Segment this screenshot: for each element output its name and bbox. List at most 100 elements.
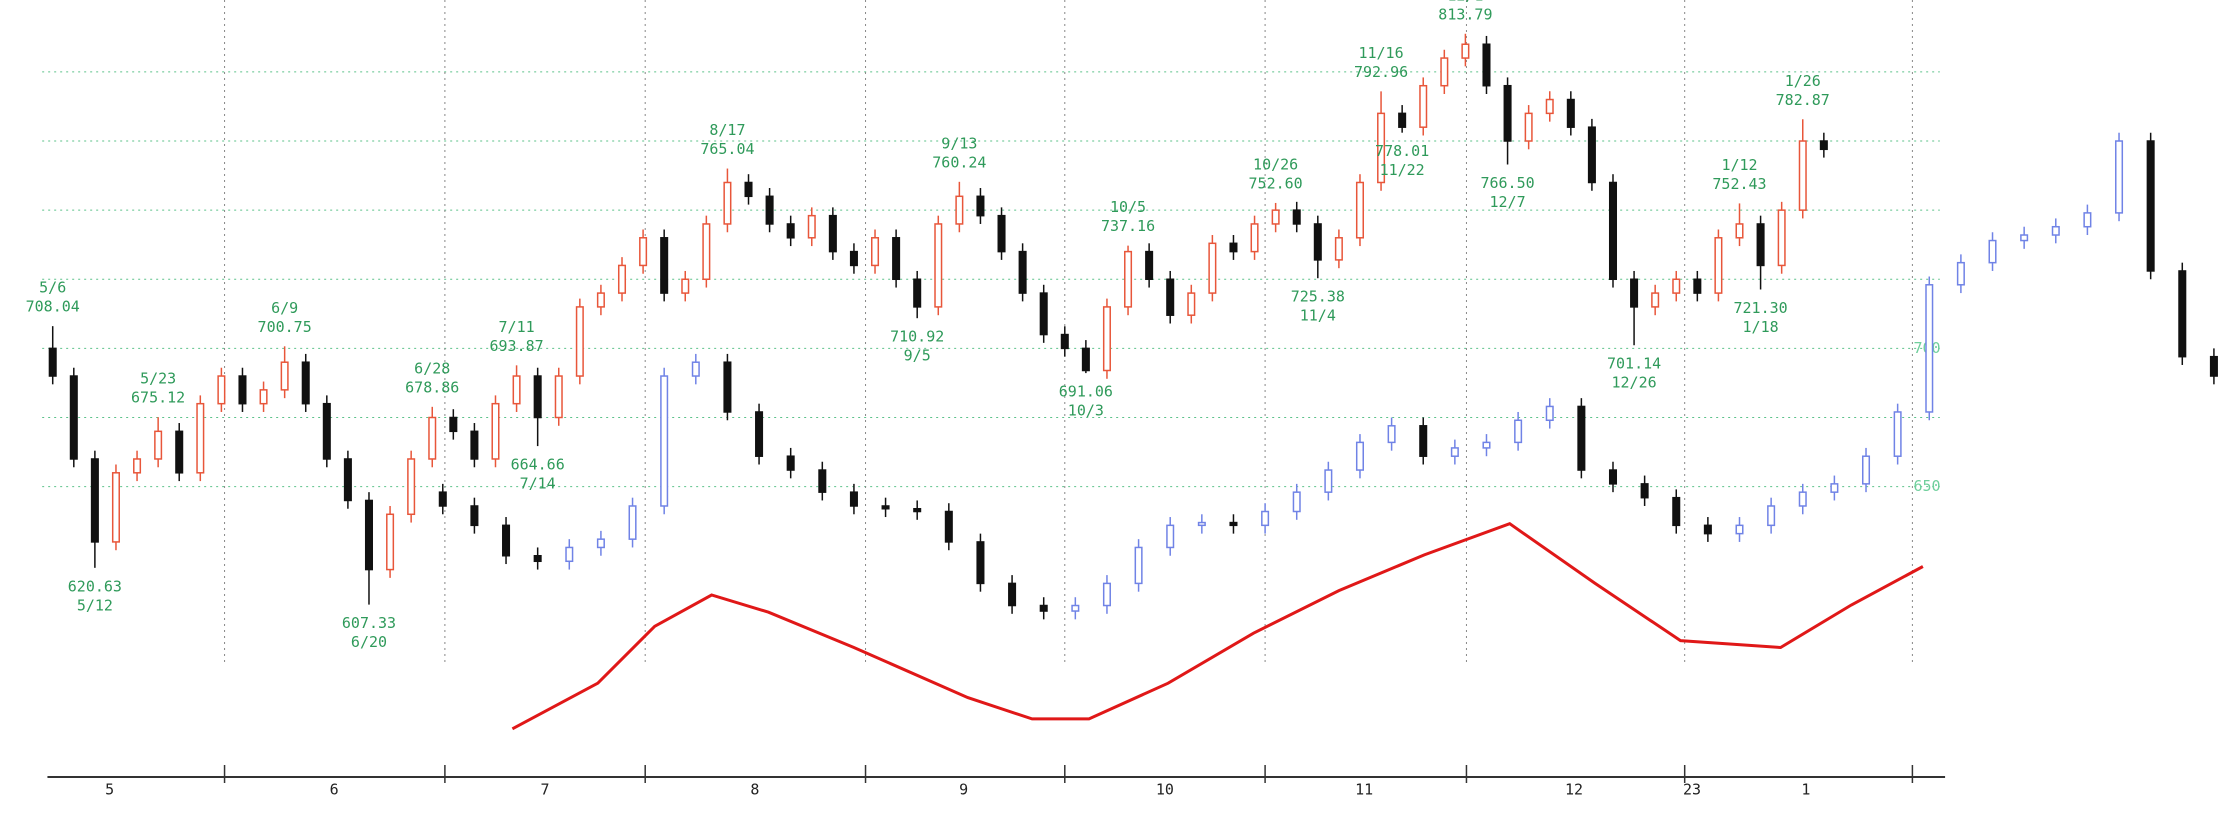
- candle-body: [470, 505, 479, 527]
- candle-body: [1524, 112, 1533, 142]
- candle-body: [1861, 455, 1871, 485]
- annotation-value: 701.14: [1607, 355, 1661, 373]
- candle-body: [1261, 510, 1270, 527]
- candle-body: [2178, 270, 2187, 358]
- annotation-date: 6/28: [414, 359, 450, 377]
- annotation-date: 10/5: [1110, 198, 1146, 216]
- annotation-date: 6/20: [351, 633, 387, 651]
- annotation-date: 5/6: [39, 279, 66, 297]
- annotation-date: 12/7: [1490, 193, 1526, 211]
- candle-body: [1377, 112, 1386, 184]
- candle-body: [1956, 261, 1965, 286]
- candle-body: [1008, 582, 1017, 607]
- candle-body: [892, 237, 901, 281]
- candle-body: [1735, 223, 1744, 239]
- candle-body: [1419, 425, 1428, 457]
- annotation-date: 12/1: [1447, 0, 1483, 4]
- annotation-date: 8/17: [709, 121, 745, 139]
- annotation-value: 693.87: [489, 337, 543, 355]
- candle-body: [1018, 250, 1027, 294]
- candle-body: [502, 524, 511, 557]
- candle-body: [1640, 483, 1649, 499]
- candle-body: [301, 361, 310, 405]
- candle-body: [1229, 242, 1238, 253]
- annotation-value: 710.92: [890, 328, 944, 346]
- candle-body: [596, 538, 605, 549]
- candle-body: [617, 264, 627, 294]
- annotation-value: 792.96: [1354, 63, 1408, 81]
- annotation-value: 620.63: [68, 577, 122, 595]
- candle-body: [1819, 140, 1828, 151]
- candle-body: [1060, 333, 1069, 350]
- x-tick-label: 5: [105, 781, 114, 799]
- candle-body: [1334, 237, 1343, 261]
- x-tick-label: 1: [1801, 781, 1810, 799]
- candle-body: [2051, 225, 2060, 236]
- candle-body: [944, 510, 953, 543]
- candle-body: [238, 375, 247, 405]
- annotation-value: 813.79: [1438, 5, 1492, 23]
- candle-body: [280, 361, 289, 391]
- candle-body: [1145, 250, 1154, 281]
- candle-body: [1798, 140, 1807, 211]
- candle-body: [1830, 483, 1839, 493]
- annotation-date: 1/26: [1785, 72, 1821, 90]
- candle-body: [90, 458, 99, 543]
- candle-body: [1798, 491, 1807, 507]
- candle-body: [1608, 469, 1618, 485]
- candle-body: [691, 361, 700, 377]
- candle-body: [438, 491, 447, 507]
- candle-body: [1566, 98, 1575, 128]
- candle-body: [849, 491, 858, 507]
- candle-body: [407, 458, 416, 516]
- candle-body: [1250, 223, 1259, 253]
- annotation-date: 7/11: [499, 318, 535, 336]
- annotation-value: 700.75: [258, 318, 312, 336]
- candle-body: [1292, 209, 1301, 225]
- candle-body: [1988, 239, 1997, 264]
- candle-body: [1124, 250, 1133, 308]
- candle-body: [322, 402, 331, 460]
- candle-body: [133, 458, 142, 474]
- candle-body: [702, 223, 711, 281]
- annotation-value: 725.38: [1291, 288, 1345, 306]
- candle-body: [997, 214, 1006, 253]
- candle-body: [1587, 126, 1596, 184]
- y-tick-label: 650: [1913, 477, 1940, 495]
- annotation-value: 752.43: [1712, 175, 1766, 193]
- candle-body: [217, 375, 226, 405]
- candle-body: [1777, 209, 1786, 267]
- candle-body: [1693, 278, 1702, 294]
- candle-body: [1134, 546, 1143, 585]
- annotation-value: 664.66: [511, 456, 565, 474]
- candle-body: [1081, 347, 1090, 372]
- annotation-value: 766.50: [1480, 174, 1534, 192]
- candle-body: [1292, 491, 1301, 513]
- annotation-value: 782.87: [1776, 91, 1830, 109]
- annotation-value: 737.16: [1101, 217, 1155, 235]
- candle-body: [196, 402, 205, 474]
- candle-body: [1672, 496, 1681, 527]
- annotation-date: 11/16: [1358, 44, 1403, 62]
- candle-body: [639, 237, 648, 267]
- candle-body: [512, 375, 521, 405]
- candle-body: [533, 375, 542, 419]
- annotation-date: 7/14: [520, 475, 556, 493]
- candle-body: [1630, 278, 1639, 308]
- candle-body: [1355, 441, 1364, 471]
- candle-body: [1577, 405, 1586, 471]
- annotation-date: 5/12: [77, 596, 113, 614]
- candle-body: [765, 195, 774, 225]
- candle-body: [48, 347, 57, 377]
- candle-body: [1071, 604, 1080, 612]
- candle-body: [2020, 234, 2029, 242]
- annotation-date: 10/26: [1253, 155, 1298, 173]
- candle-body: [1461, 43, 1470, 59]
- candle-body: [565, 546, 574, 563]
- candle-body: [259, 389, 268, 405]
- candle-body: [976, 541, 985, 585]
- candle-body: [343, 458, 352, 502]
- candle-body: [1672, 278, 1681, 294]
- candle-body: [386, 513, 395, 571]
